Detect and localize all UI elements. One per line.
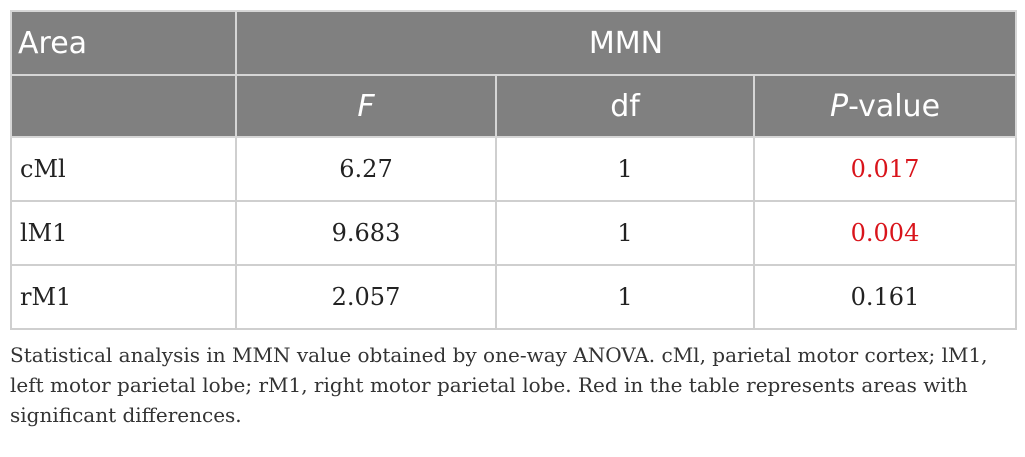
results-table-container: Area MMN F df P-value cMl 6.27 1 0.017 l…: [10, 10, 1017, 330]
cell-df: 1: [495, 200, 755, 266]
header-row-2: F df P-value: [10, 74, 1017, 138]
mmn-anova-table: Area MMN F df P-value cMl 6.27 1 0.017 l…: [10, 10, 1017, 330]
cell-p-value: 0.017: [753, 136, 1017, 202]
header-p-suffix: -value: [848, 88, 941, 124]
cell-df: 1: [495, 136, 755, 202]
cell-area: rM1: [10, 264, 237, 330]
cell-f: 9.683: [235, 200, 497, 266]
table-row: lM1 9.683 1 0.004: [10, 200, 1017, 266]
header-df: df: [495, 74, 755, 138]
header-p-value: P-value: [753, 74, 1017, 138]
cell-df: 1: [495, 264, 755, 330]
table-row: cMl 6.27 1 0.017: [10, 136, 1017, 202]
header-row-1: Area MMN: [10, 10, 1017, 76]
header-area-blank: [10, 74, 237, 138]
table-row: rM1 2.057 1 0.161: [10, 264, 1017, 330]
cell-p-value: 0.004: [753, 200, 1017, 266]
cell-p-value: 0.161: [753, 264, 1017, 330]
header-f: F: [235, 74, 497, 138]
table-caption: Statistical analysis in MMN value obtain…: [10, 343, 988, 427]
cell-f: 2.057: [235, 264, 497, 330]
cell-area: lM1: [10, 200, 237, 266]
cell-area: cMl: [10, 136, 237, 202]
header-area: Area: [10, 10, 237, 76]
cell-f: 6.27: [235, 136, 497, 202]
header-p-italic: P: [829, 88, 849, 124]
header-mmn: MMN: [235, 10, 1017, 76]
